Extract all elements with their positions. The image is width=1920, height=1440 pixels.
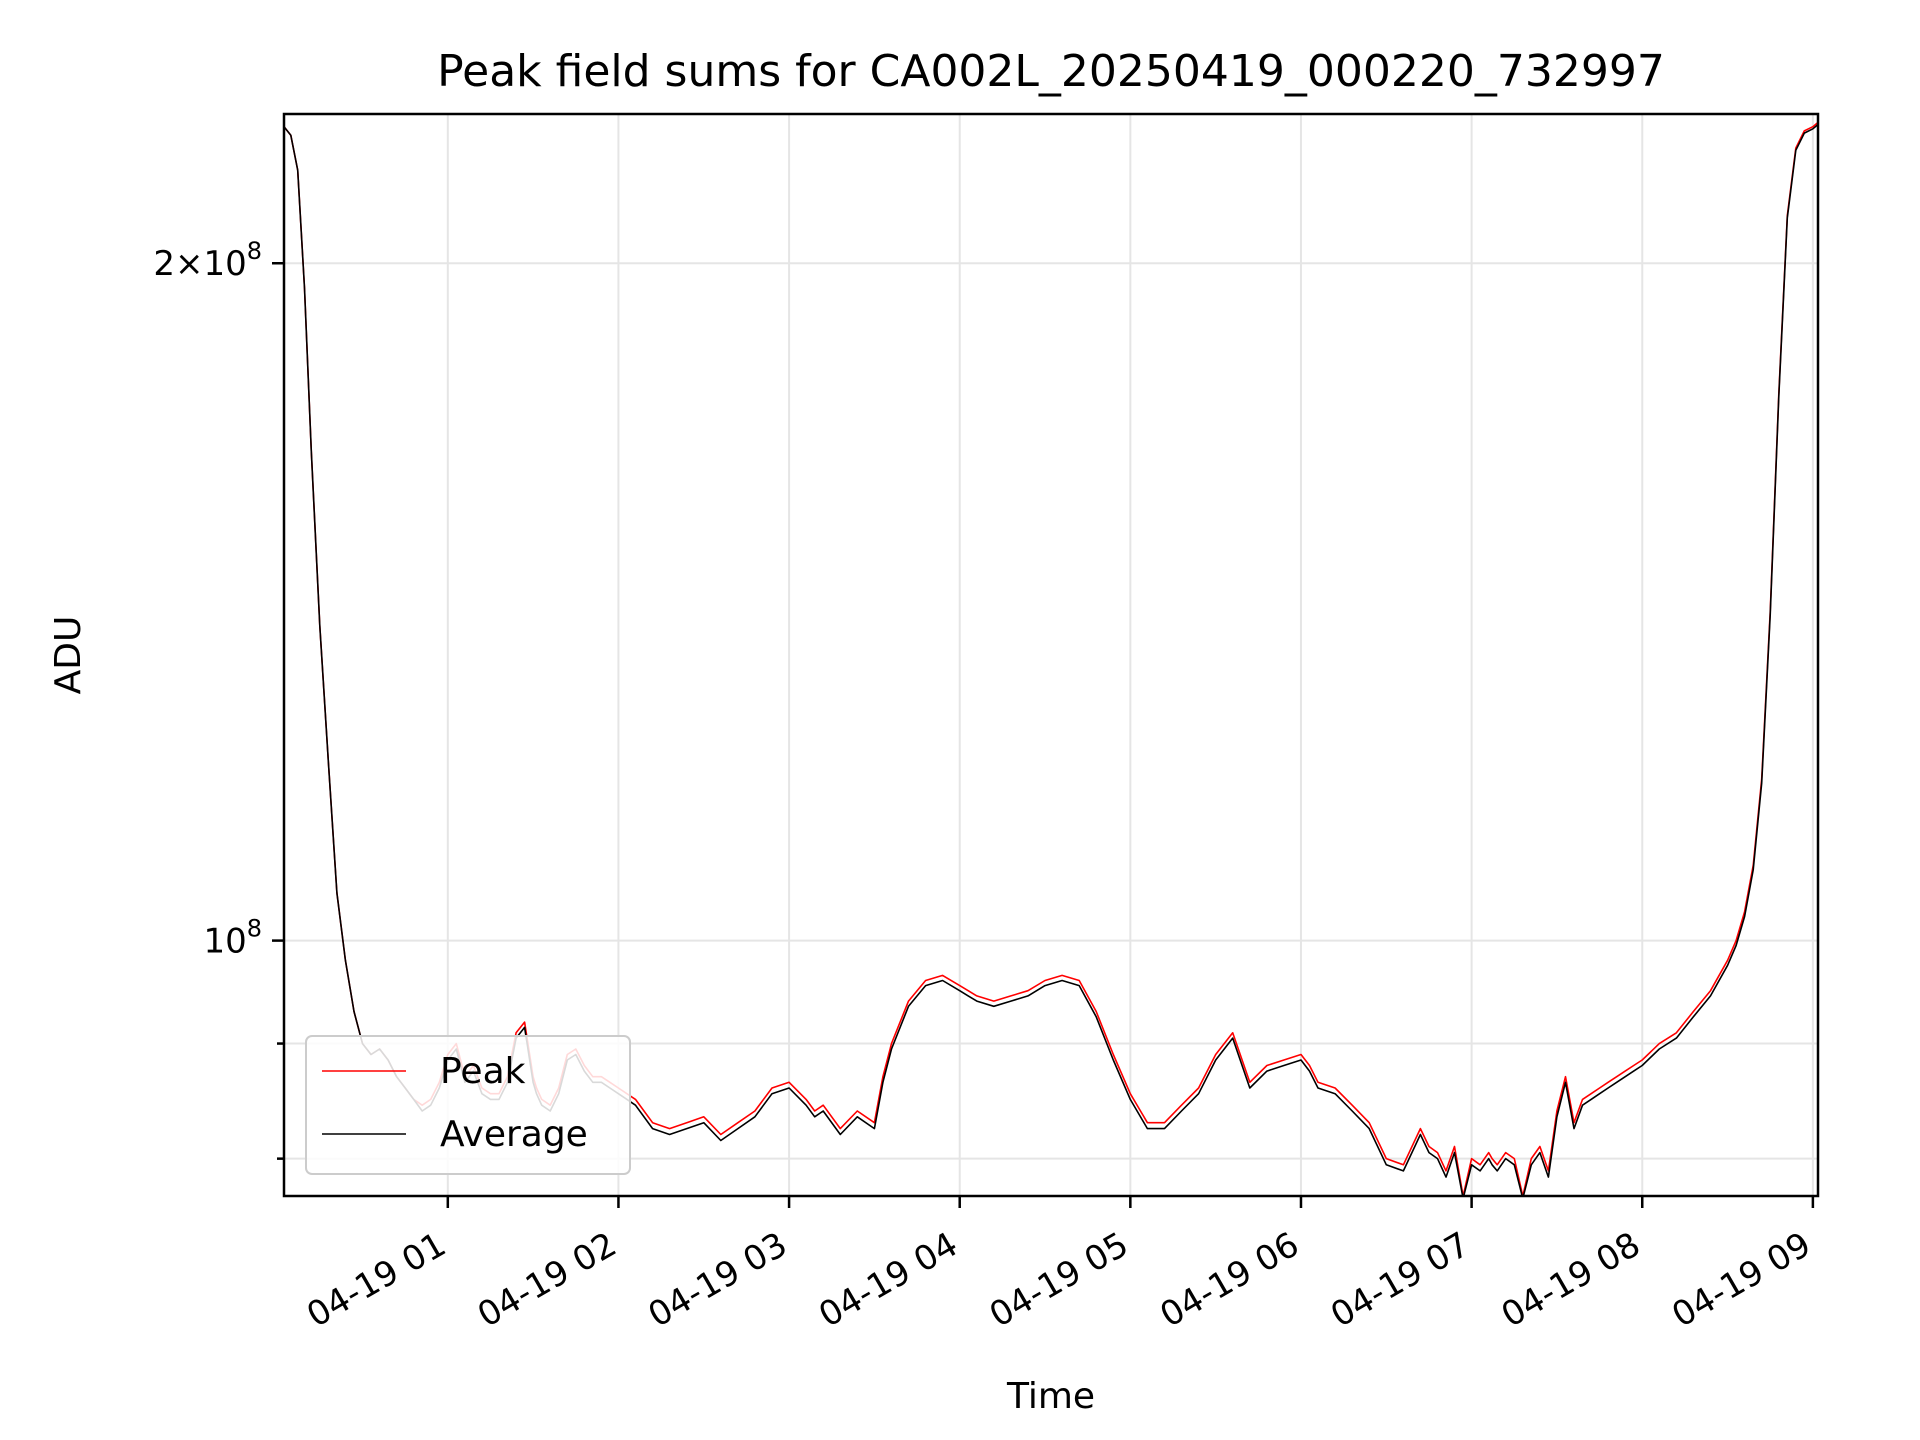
chart-title: Peak field sums for CA002L_20250419_0002… bbox=[437, 46, 1665, 97]
x-axis-label: Time bbox=[1006, 1376, 1095, 1417]
x-tick-label: 04-19 09 bbox=[1665, 1225, 1817, 1336]
legend-peak-label: Peak bbox=[440, 1051, 526, 1092]
y-axis-ticks: 108 2×108 bbox=[153, 237, 284, 1160]
x-tick-label: 04-19 08 bbox=[1495, 1225, 1647, 1336]
plot-frame bbox=[282, 112, 1820, 1198]
x-tick-label: 04-19 05 bbox=[983, 1225, 1135, 1336]
x-tick-label: 04-19 03 bbox=[642, 1225, 794, 1336]
grid bbox=[284, 114, 1818, 1196]
x-axis-ticks: 04-19 01 04-19 02 04-19 03 04-19 04 04-19 05… bbox=[300, 1196, 1818, 1336]
x-tick-label: 04-19 01 bbox=[300, 1225, 452, 1336]
y-axis-label: ADU bbox=[48, 616, 89, 695]
x-tick-label: 04-19 02 bbox=[471, 1225, 623, 1336]
y-tick-label: 2×108 bbox=[153, 237, 262, 284]
x-tick-label: 04-19 04 bbox=[812, 1225, 964, 1336]
x-tick-label: 04-19 07 bbox=[1324, 1225, 1476, 1336]
legend-average-label: Average bbox=[440, 1114, 588, 1155]
legend: Peak Average bbox=[305, 1035, 631, 1175]
x-tick-label: 04-19 06 bbox=[1153, 1225, 1305, 1336]
series-line-peak bbox=[284, 121, 1818, 1196]
y-tick-label: 108 bbox=[203, 915, 262, 962]
